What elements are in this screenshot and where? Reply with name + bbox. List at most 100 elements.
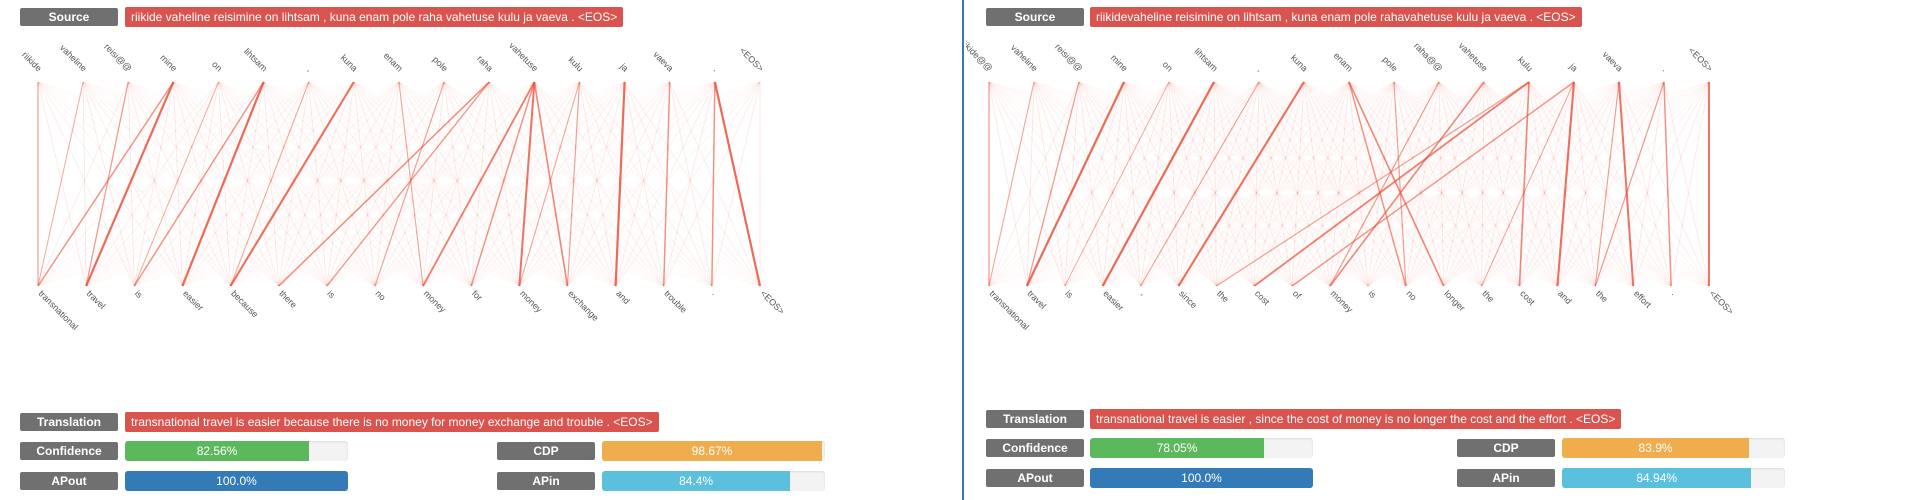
strong-attention-links [988, 81, 1711, 287]
attention-link-strong [1291, 81, 1575, 287]
attention-link [37, 81, 87, 287]
attention-link-strong [518, 81, 581, 287]
attention-link [422, 81, 580, 287]
source-token: riikide@@ [966, 37, 995, 74]
attention-link [1178, 81, 1260, 287]
attention-link [37, 81, 279, 287]
attention-link [1438, 81, 1634, 287]
attention-link [374, 81, 490, 287]
target-token: of [1291, 288, 1304, 301]
target-token: cost [1518, 288, 1537, 307]
attention-link [988, 81, 1141, 287]
attention-link-strong [1329, 81, 1440, 287]
attention-link-strong [1556, 81, 1576, 287]
attention-link [1573, 81, 1710, 287]
attention-link [988, 81, 1217, 287]
attention-link [1168, 81, 1179, 287]
attention-link [1253, 81, 1395, 287]
attention-link [1443, 81, 1620, 287]
attention-link [1258, 81, 1520, 287]
attention-link [1078, 81, 1217, 287]
attention-link-strong [1594, 81, 1665, 287]
attention-link [422, 81, 490, 287]
attention-link [1438, 81, 1445, 287]
source-token: lihtsam [1192, 46, 1219, 73]
attention-link [37, 81, 309, 287]
source-sentence: riikidevaheline reisimine on lihtsam , k… [1090, 7, 1582, 27]
attention-link [1064, 81, 1080, 287]
source-token: reisi@@ [1053, 42, 1085, 74]
attention-link [1632, 81, 1665, 287]
attention-link [353, 81, 568, 287]
attention-link [1033, 81, 1293, 287]
attention-link-strong [133, 81, 265, 287]
attention-link [1483, 81, 1596, 287]
attention-link-strong [229, 81, 355, 287]
attention-link [278, 81, 400, 287]
source-token: vaeva [1601, 49, 1625, 73]
attention-link [263, 81, 280, 287]
target-token: <EOS> [1708, 288, 1736, 316]
source-token: mine [1109, 53, 1130, 74]
attention-link [1258, 81, 1293, 287]
attention-link [326, 81, 625, 287]
attention-link [1329, 81, 1530, 287]
attention-link [134, 81, 400, 287]
confidence-bar: 82.56% [125, 441, 348, 461]
attention-link-strong [1025, 81, 1126, 287]
attention-link [988, 81, 1080, 287]
attention-link [353, 81, 424, 287]
attention-link [218, 81, 472, 287]
attention-link [1253, 81, 1260, 287]
attention-link [133, 81, 219, 287]
attention-link [1443, 81, 1530, 287]
attention-link [1026, 81, 1305, 287]
attention-link [518, 81, 580, 287]
attention-link [488, 81, 568, 287]
attention-link [1594, 81, 1620, 287]
attention-link-strong [988, 81, 1035, 287]
source-token: pole [1381, 54, 1400, 73]
attention-link-strong [374, 81, 445, 287]
attention-link [182, 81, 400, 287]
attention-link [488, 81, 616, 287]
attention-link [127, 81, 135, 287]
attention-link [624, 81, 665, 287]
attention-link [1258, 81, 1369, 287]
attention-link [422, 81, 671, 287]
source-sentence: riikide vaheline reisimine on lihtsam , … [125, 7, 624, 27]
attention-link [470, 81, 716, 287]
attention-link [669, 81, 713, 287]
source-token: vaheline [58, 43, 89, 74]
attention-link [1078, 81, 1104, 287]
attention-link [278, 81, 445, 287]
attention-link-strong [533, 81, 569, 287]
attention-link [519, 81, 671, 287]
attention-link-strong [1064, 81, 1170, 287]
attention-link [173, 81, 424, 287]
attention-link-strong [1594, 81, 1620, 287]
target-token: the [1215, 288, 1231, 304]
attention-link [663, 81, 761, 287]
attention-link [422, 81, 625, 287]
attention-link [1123, 81, 1179, 287]
attention-link-strong [1140, 81, 1260, 287]
source-token: on [210, 59, 224, 73]
attention-link [567, 81, 671, 287]
attention-link [1393, 81, 1520, 287]
attention-link [263, 81, 328, 287]
attention-link [1033, 81, 1141, 287]
attention-link [1213, 81, 1482, 287]
attention-link [1329, 81, 1395, 287]
apout-bar-fill: 100.0% [125, 471, 348, 491]
attention-link [1216, 81, 1350, 287]
attention-link [988, 81, 1215, 287]
attention-link [615, 81, 761, 287]
source-token: kulu [566, 55, 585, 74]
apout-bar: 100.0% [125, 471, 348, 491]
attention-link [988, 81, 1066, 287]
source-token: . [1661, 65, 1670, 74]
attention-link [1178, 81, 1215, 287]
attention-link-strong [1393, 81, 1407, 287]
attention-link [1393, 81, 1596, 287]
